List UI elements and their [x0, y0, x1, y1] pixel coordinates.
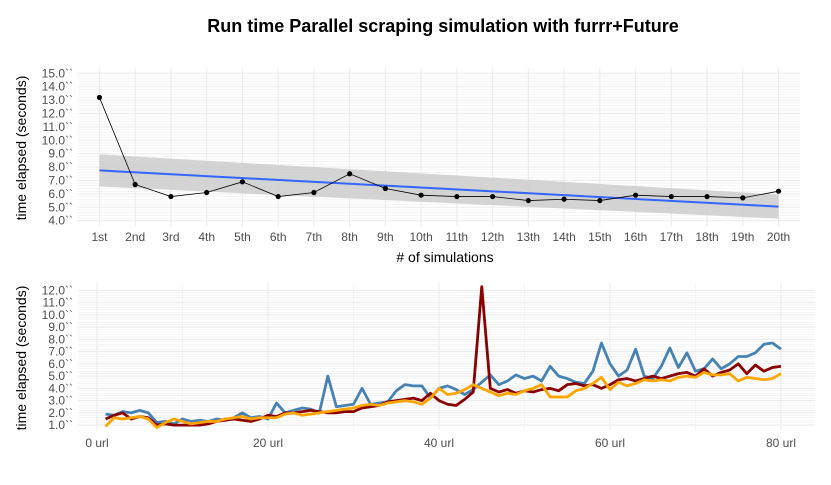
bottom-panel-x-tick-label: 60 url — [595, 436, 625, 450]
top-panel-data-point — [668, 193, 674, 200]
top-panel-y-tick-label: 9.0`` — [48, 147, 73, 161]
top-panel-data-point — [740, 195, 746, 201]
top-panel-x-tick-label: 8th — [341, 230, 358, 244]
top-panel-x-tick-label: 14th — [552, 230, 575, 244]
bottom-panel-y-tick-label: 9.0`` — [48, 320, 73, 334]
top-panel-y-axis-title: time elapsed (seconds) — [13, 76, 29, 221]
bottom-panel-series — [104, 285, 782, 429]
bottom-panel-x-tick-label: 40 url — [424, 436, 454, 450]
top-panel-runtime-per-simulation: 4.0``5.0``6.0``7.0``8.0``9.0``10.0``11.0… — [13, 66, 800, 265]
top-panel-data-point — [311, 189, 317, 196]
top-panel-x-tick-label: 10th — [409, 230, 432, 244]
top-panel-data-point — [96, 94, 103, 101]
top-panel-y-tick-label: 13.0`` — [42, 93, 73, 107]
top-panel-y-tick-label: 6.0`` — [48, 187, 73, 201]
top-panel-x-tick-label: 9th — [377, 230, 394, 244]
top-panel-data-point — [347, 171, 353, 177]
bottom-panel-y-tick-label: 11.0`` — [43, 296, 73, 310]
top-panel-x-tick-label: 5th — [234, 230, 251, 244]
bottom-panel-x-tick-label: 20 url — [253, 436, 283, 450]
bottom-panel-x-tick-label: 80 url — [766, 436, 796, 450]
bottom-panel-x-tick-labels: 0 url 20 url 40 url 60 url 80 url — [85, 436, 796, 450]
bottom-panel-y-tick-label: 2.0`` — [48, 406, 73, 420]
top-panel-x-tick-label: 20th — [767, 230, 790, 244]
chart-title: Run time Parallel scraping simulation wi… — [207, 16, 679, 36]
bottom-panel-y-tick-label: 4.0`` — [48, 381, 73, 395]
top-panel-x-tick-label: 11th — [446, 230, 468, 244]
bottom-panel-y-tick-label: 1.0`` — [48, 418, 73, 432]
top-panel-x-tick-label: 6th — [270, 230, 287, 244]
top-panel-y-tick-label: 7.0`` — [48, 173, 73, 187]
bottom-panel-x-tick-label: 0 url — [85, 436, 108, 450]
top-panel-data-point — [418, 192, 424, 198]
top-panel-y-tick-label: 5.0`` — [48, 200, 73, 214]
top-panel-x-tick-labels: 1st 2nd 3rd 4th 5th 6th 7th 8th 9th 10th 11th 12th 1… — [91, 230, 790, 244]
bottom-panel-y-tick-label: 10.0`` — [42, 308, 73, 322]
bottom-panel-y-axis-title: time elapsed (seconds) — [13, 286, 29, 431]
top-panel-y-tick-label: 15.0`` — [42, 66, 73, 80]
top-panel-series-line — [99, 97, 779, 201]
bottom-panel-y-tick-label: 5.0`` — [48, 369, 73, 383]
top-panel-y-tick-labels: 4.0``5.0``6.0``7.0``8.0``9.0``10.0``11.0… — [42, 66, 73, 227]
top-panel-data-point — [561, 196, 567, 202]
top-panel-data-point — [490, 193, 496, 200]
top-panel-x-tick-label: 4th — [198, 230, 215, 244]
top-panel-x-tick-label: 3rd — [162, 230, 179, 244]
top-panel-x-tick-label: 2nd — [125, 230, 145, 244]
top-panel-x-tick-label: 17th — [660, 230, 683, 244]
top-panel-data-point — [382, 185, 388, 192]
top-panel-x-tick-label: 19th — [731, 230, 754, 244]
top-panel-x-tick-label: 7th — [306, 230, 323, 244]
bottom-panel-series-line-steel-blue — [105, 341, 782, 426]
bottom-panel-y-tick-labels: 1.0``2.0``3.0``4.0``5.0``6.0``7.0``8.0``… — [42, 283, 73, 432]
top-panel-data-point — [239, 179, 246, 185]
top-panel-x-tick-label: 15th — [588, 230, 611, 244]
bottom-panel-y-tick-label: 7.0`` — [48, 345, 73, 359]
top-panel-y-tick-label: 12.0`` — [42, 107, 73, 121]
top-panel-data-point — [632, 192, 639, 198]
top-panel-x-tick-label: 13th — [517, 230, 540, 244]
top-panel-data-point — [775, 188, 782, 194]
bottom-panel-series-line-orange — [104, 371, 782, 429]
bottom-panel-y-tick-label: 3.0`` — [48, 394, 73, 408]
top-panel-y-tick-label: 4.0`` — [48, 214, 73, 228]
top-panel-y-tick-label: 10.0`` — [42, 133, 73, 147]
top-panel-confidence-band-area — [99, 154, 779, 219]
top-panel-y-tick-label: 11.0`` — [43, 120, 73, 134]
top-panel-x-tick-label: 16th — [624, 230, 647, 244]
bottom-panel-y-tick-label: 12.0`` — [42, 283, 73, 297]
top-panel-x-tick-label: 12th — [481, 230, 504, 244]
top-panel-trend-line-segment — [99, 169, 779, 208]
bottom-panel-runtime-per-url: 1.0``2.0``3.0``4.0``5.0``6.0``7.0``8.0``… — [13, 283, 815, 450]
top-panel-y-tick-label: 8.0`` — [48, 160, 73, 174]
bottom-panel-y-tick-label: 6.0`` — [48, 357, 73, 371]
top-panel-data-point — [275, 193, 281, 200]
top-panel-series — [96, 94, 782, 204]
top-panel-data-point — [597, 197, 603, 204]
top-panel-data-point — [168, 193, 174, 200]
top-panel-confidence-band — [99, 154, 779, 219]
top-panel-y-tick-label: 14.0`` — [42, 80, 73, 94]
top-panel-x-axis-title: # of simulations — [396, 249, 493, 265]
bottom-panel-grid — [78, 283, 815, 430]
top-panel-x-tick-label: 18th — [695, 230, 718, 244]
top-panel-trend-line — [99, 169, 779, 208]
top-panel-x-tick-label: 1st — [91, 230, 108, 244]
bottom-panel-y-tick-label: 8.0`` — [48, 332, 73, 346]
top-panel-data-point — [704, 193, 710, 200]
top-panel-data-point — [525, 197, 531, 204]
top-panel-data-point — [204, 189, 210, 196]
top-panel-data-point — [454, 193, 460, 200]
top-panel-data-point — [132, 181, 138, 188]
